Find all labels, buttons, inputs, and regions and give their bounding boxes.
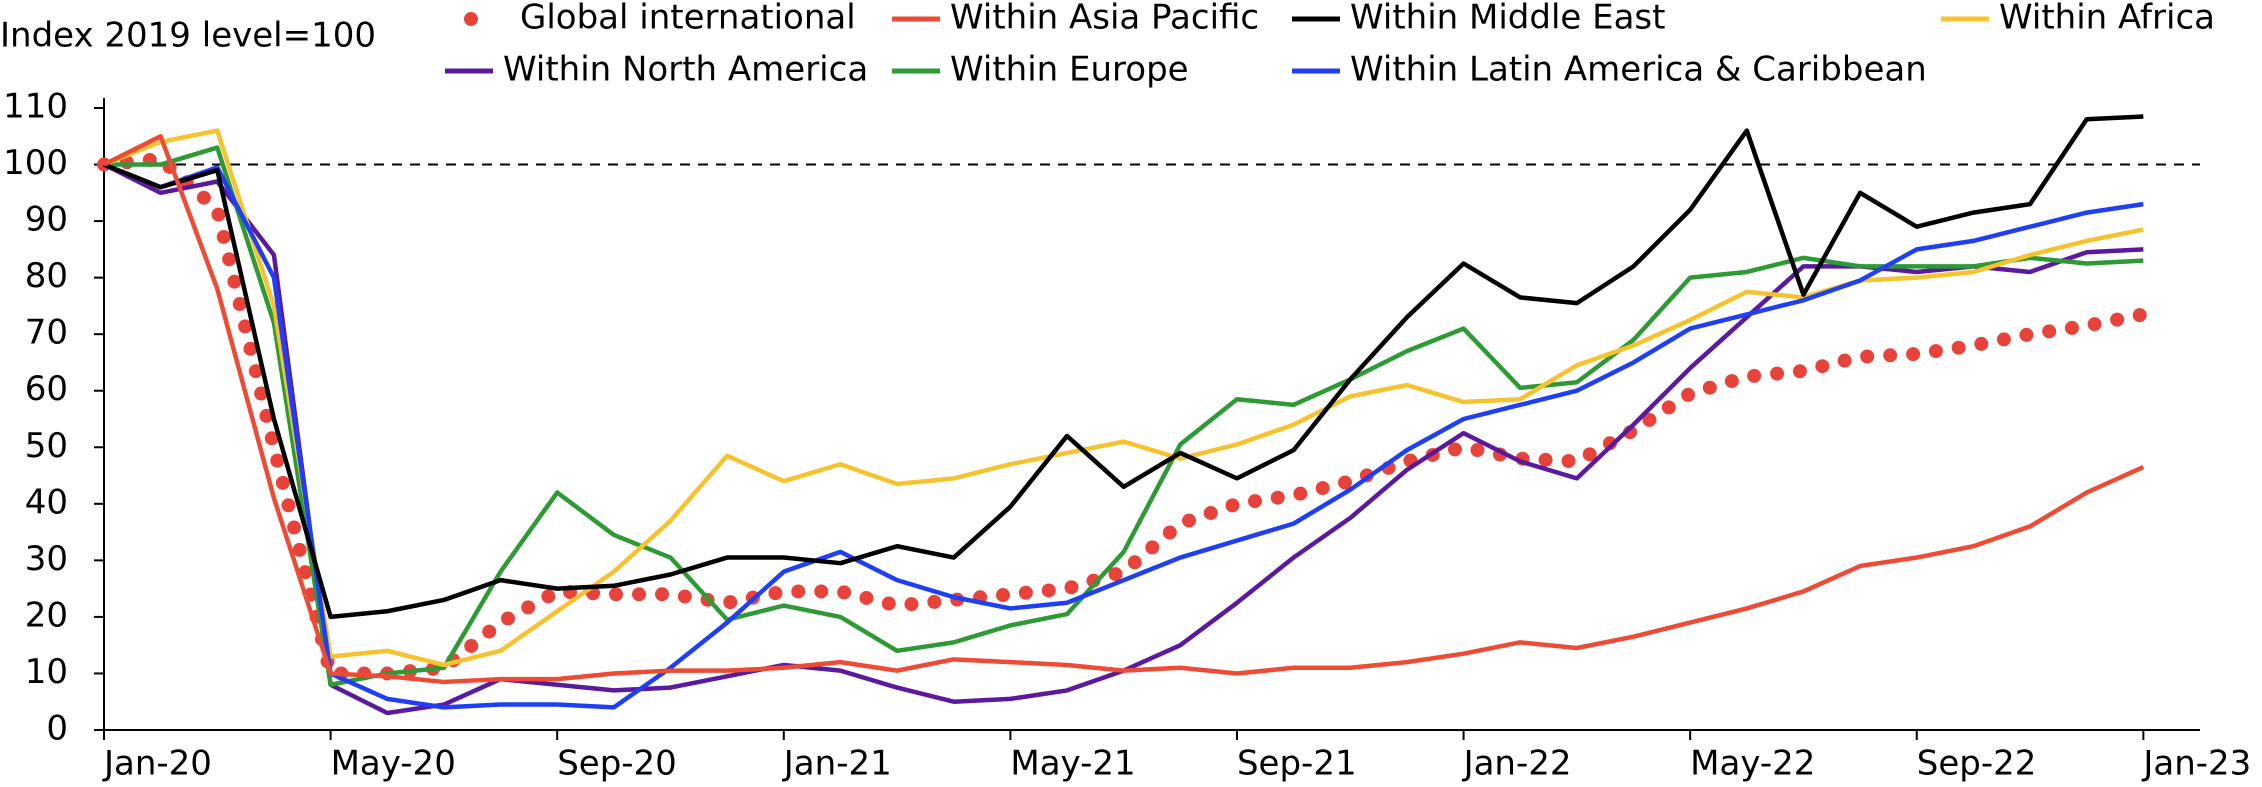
legend-label: Within North America <box>503 50 868 90</box>
y-tick-label: 70 <box>25 313 68 353</box>
series-line <box>97 151 2151 681</box>
legend-marker <box>464 12 478 26</box>
y-tick-label: 40 <box>25 482 68 522</box>
series-line <box>103 162 2144 710</box>
series-line <box>104 145 2144 688</box>
x-tick-label: Sep-22 <box>1917 744 2037 784</box>
series-line <box>103 114 2144 620</box>
y-tick-label: 20 <box>25 595 68 635</box>
x-tick-label: Sep-20 <box>557 744 677 784</box>
legend-label: Within Africa <box>1999 0 2215 38</box>
legend-label: Within Asia Pacific <box>950 0 1259 38</box>
y-tick-label: 110 <box>3 87 68 127</box>
y-tick-label: 80 <box>25 256 68 296</box>
legend-label: Within Middle East <box>1350 0 1665 38</box>
y-tick-label: 10 <box>25 652 68 692</box>
legend-label: Global international <box>520 0 856 38</box>
x-tick-label: Sep-21 <box>1237 744 1357 784</box>
x-tick-label: Jan-23 <box>2141 744 2251 784</box>
y-tick-label: 0 <box>46 709 68 749</box>
y-tick-label: 30 <box>25 539 68 579</box>
x-tick-label: Jan-22 <box>1462 744 1572 784</box>
series-line <box>103 128 2144 668</box>
y-tick-label: 50 <box>25 426 68 466</box>
x-tick-label: May-22 <box>1690 744 1815 784</box>
series-line <box>102 162 2144 716</box>
series-line <box>102 134 2145 685</box>
x-tick-label: Jan-21 <box>782 744 892 784</box>
x-tick-label: Jan-20 <box>102 744 212 784</box>
y-tick-label: 60 <box>25 369 68 409</box>
legend-label: Within Europe <box>950 50 1189 90</box>
x-tick-label: May-20 <box>331 744 456 784</box>
x-tick-label: May-21 <box>1010 744 1135 784</box>
y-tick-label: 90 <box>25 200 68 240</box>
legend-label: Within Latin America & Caribbean <box>1350 50 1927 90</box>
chart-title: Index 2019 level=100 <box>0 16 376 56</box>
y-tick-label: 100 <box>3 143 68 183</box>
